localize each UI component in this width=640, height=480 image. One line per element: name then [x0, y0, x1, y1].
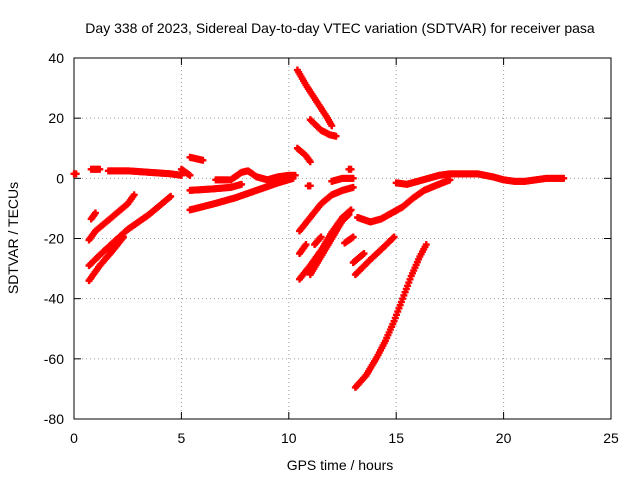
data-point — [560, 174, 568, 182]
x-tick-label: 15 — [388, 430, 404, 446]
y-tick-label: 0 — [56, 170, 64, 186]
data-point — [119, 233, 127, 241]
data-point — [390, 233, 398, 241]
data-point — [422, 241, 430, 249]
x-tick-label: 10 — [281, 430, 297, 446]
data-point — [345, 210, 353, 218]
data-point — [360, 250, 368, 258]
grid-lines — [74, 58, 611, 419]
y-tick-label: -80 — [44, 411, 64, 427]
data-point — [167, 192, 175, 200]
data-point — [199, 156, 207, 164]
x-axis-label: GPS time / hours — [287, 457, 394, 473]
data-point — [306, 158, 314, 166]
x-tick-label: 20 — [496, 430, 512, 446]
axis-ticks: 0 5 10 15 20 25 -80 -60 -40 -20 0 20 40 — [44, 50, 619, 446]
x-tick-label: 5 — [178, 430, 186, 446]
x-tick-label: 25 — [603, 430, 619, 446]
chart-title: Day 338 of 2023, Sidereal Day-to-day VTE… — [85, 20, 595, 36]
y-tick-label: 40 — [48, 50, 64, 66]
data-point — [347, 206, 355, 214]
data-point — [306, 182, 314, 190]
y-tick-label: -60 — [44, 351, 64, 367]
data-point — [289, 174, 297, 182]
y-tick-label: -40 — [44, 291, 64, 307]
y-tick-label: 20 — [48, 110, 64, 126]
data-point — [130, 191, 138, 199]
x-tick-label: 0 — [70, 430, 78, 446]
data-point — [91, 209, 99, 217]
data-point — [177, 171, 185, 179]
data-point — [332, 132, 340, 140]
data-point — [186, 171, 194, 179]
data-point — [238, 180, 246, 188]
data-point — [96, 165, 104, 173]
data-point — [328, 122, 336, 130]
data-points — [70, 66, 568, 391]
data-point — [317, 233, 325, 241]
data-point — [302, 241, 310, 249]
y-axis-label: SDTVAR / TECUs — [5, 182, 21, 294]
data-point — [446, 176, 454, 184]
data-point — [72, 170, 80, 178]
data-point — [349, 183, 357, 191]
data-point — [347, 165, 355, 173]
y-tick-label: -20 — [44, 231, 64, 247]
data-point — [349, 174, 357, 182]
data-point — [349, 233, 357, 241]
